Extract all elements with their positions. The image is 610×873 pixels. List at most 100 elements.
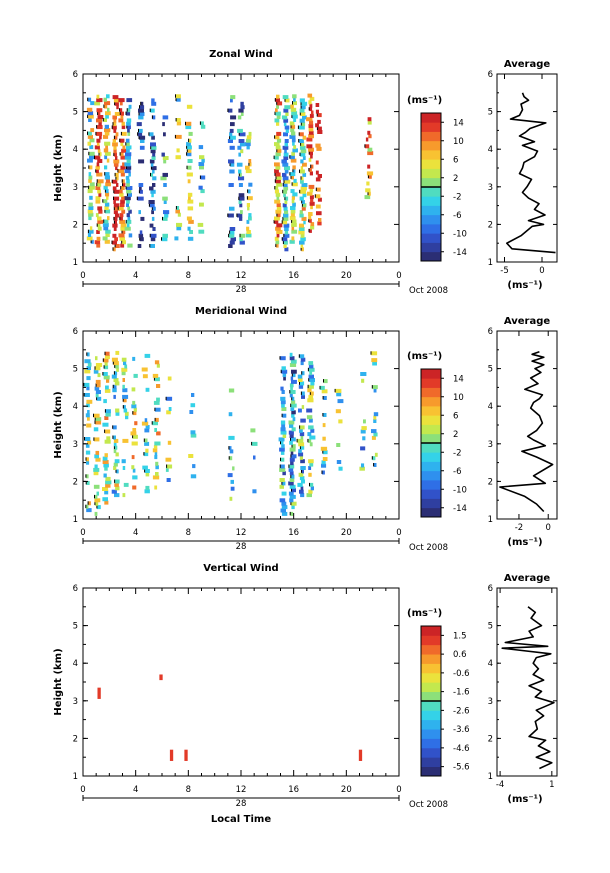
contour-segment [104, 209, 106, 213]
contour-segment [301, 200, 303, 204]
heatmap-cell [323, 413, 327, 417]
heatmap-cell [292, 373, 296, 378]
heatmap-cell [291, 488, 296, 493]
colorbar-swatch [421, 433, 441, 444]
colorbar-tick-label: -3.6 [453, 725, 470, 735]
heatmap-cell [316, 146, 322, 151]
heatmap-cell [290, 376, 294, 381]
heatmap-cell [291, 229, 298, 234]
heatmap-cell [105, 229, 111, 234]
colorbar-tick-label: -1.6 [453, 688, 470, 698]
heatmap-cell [114, 459, 120, 464]
contour-segment [139, 237, 141, 241]
heatmap-cell [88, 212, 94, 217]
colorbar-unit: (ms⁻¹) [407, 95, 442, 106]
contour-segment [114, 172, 116, 177]
heatmap-cell [174, 236, 179, 241]
contour-segment [87, 131, 88, 135]
heatmap-cell [275, 243, 279, 248]
heatmap-cell [288, 491, 294, 496]
heatmap-cell [88, 165, 93, 170]
heatmap-cell [322, 470, 325, 475]
heatmap-cell [240, 210, 243, 215]
heatmap-cell [95, 457, 101, 462]
heatmap-cell [245, 233, 252, 238]
contour-segment [186, 148, 188, 153]
heatmap-cell [103, 134, 109, 139]
heatmap-cell [280, 400, 286, 405]
heatmap-cell [88, 172, 92, 177]
heatmap-cell [323, 379, 328, 384]
contour-segment [276, 101, 278, 105]
heatmap-cell [175, 209, 180, 214]
heatmap-cell [149, 186, 154, 191]
heatmap-cell [292, 94, 297, 99]
contour-segment [161, 237, 162, 241]
heatmap-cell [186, 216, 192, 221]
contour-segment [300, 142, 302, 146]
contour-segment [199, 175, 201, 179]
heatmap-cell [120, 142, 124, 147]
contour-segment [297, 125, 299, 129]
heatmap-cell [149, 159, 155, 164]
heatmap-cell [284, 179, 291, 184]
contour-segment [113, 371, 115, 375]
y-tick-label: 4 [73, 659, 78, 669]
heatmap-cell [299, 108, 305, 113]
heatmap-cell [95, 501, 99, 506]
heatmap-cell [290, 511, 294, 516]
heatmap-cell [176, 121, 182, 126]
contour-segment [291, 182, 293, 186]
heatmap-cell [298, 442, 305, 447]
heatmap-cell [139, 112, 145, 116]
heatmap-cell [132, 400, 136, 405]
contour-segment [275, 243, 277, 247]
heatmap-cell [298, 378, 303, 382]
heatmap-cell [163, 183, 167, 187]
heatmap-cell [123, 398, 127, 403]
heatmap-cell [302, 156, 306, 160]
heatmap-cell [121, 148, 127, 153]
heatmap-cell [300, 493, 305, 498]
heatmap-cell [95, 363, 103, 367]
colorbar-swatch [421, 424, 441, 435]
heatmap-cell [299, 132, 304, 137]
heatmap-cell [360, 429, 366, 434]
contour-segment [112, 435, 114, 439]
heatmap-cell [298, 449, 302, 454]
contour-segment [138, 135, 140, 140]
colorbar-swatch [421, 415, 441, 425]
heatmap-cell [88, 178, 92, 183]
heatmap-cell [300, 486, 304, 491]
heatmap-cell [131, 404, 137, 409]
x-tick-label: 20 [341, 785, 352, 795]
panel-title: Meridional Wind [195, 306, 287, 317]
heatmap-cell [229, 128, 234, 133]
heatmap-cell [290, 359, 297, 364]
colorbar-swatch [421, 766, 441, 777]
heatmap-cell [239, 142, 246, 147]
heatmap-cell [114, 371, 118, 376]
heatmap-cell [186, 104, 193, 109]
colorbar-tick-label: 10 [453, 137, 464, 147]
contour-segment [174, 134, 176, 139]
heatmap-cell [161, 152, 165, 157]
colorbar-swatch [421, 177, 441, 188]
heatmap-cell [156, 363, 160, 368]
heatmap-cell [124, 196, 131, 201]
contour-segment [236, 213, 238, 217]
heatmap-cell [104, 365, 109, 370]
heatmap-cell [105, 209, 111, 214]
heatmap-cell [106, 158, 110, 163]
heatmap-cell [228, 388, 235, 393]
heatmap-cell [93, 471, 99, 476]
heatmap-cell [229, 135, 236, 140]
heatmap-cell [322, 423, 326, 428]
heatmap-cell [199, 155, 205, 160]
colorbar-swatch [421, 626, 441, 636]
heatmap-cell [188, 454, 194, 458]
contour-segment [94, 420, 96, 424]
heatmap-cell [128, 172, 131, 177]
heatmap-cell [317, 113, 322, 118]
heatmap-cell [104, 151, 111, 156]
